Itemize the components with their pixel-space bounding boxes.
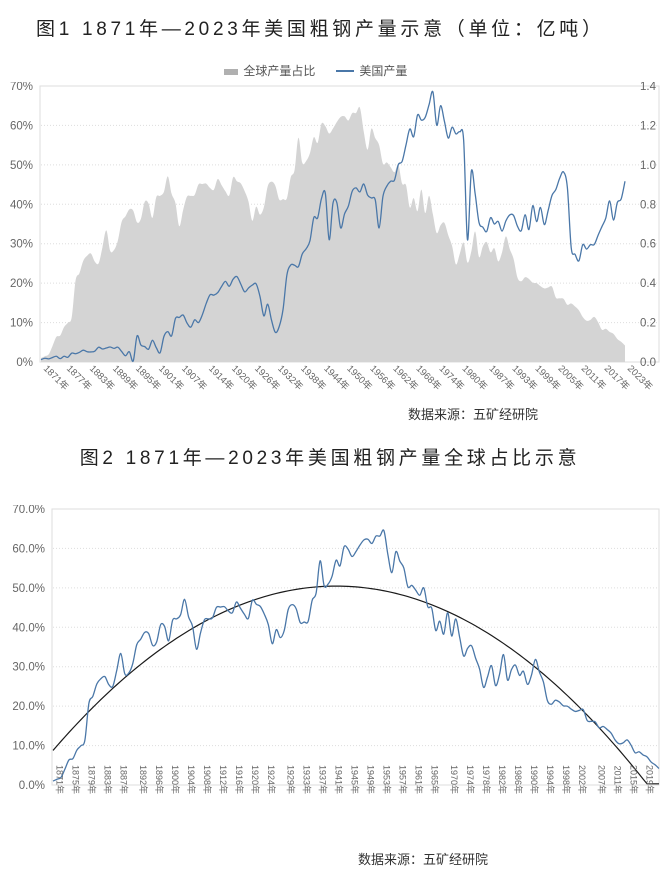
svg-text:1920年: 1920年	[250, 765, 261, 794]
svg-text:20.0%: 20.0%	[12, 701, 45, 713]
svg-text:1980年: 1980年	[460, 363, 491, 394]
svg-text:1982年: 1982年	[497, 765, 508, 794]
svg-text:1933年: 1933年	[302, 765, 313, 794]
svg-text:1892年: 1892年	[138, 765, 149, 794]
svg-text:1994年: 1994年	[545, 765, 556, 794]
svg-text:2019年: 2019年	[645, 765, 656, 794]
svg-text:1908年: 1908年	[202, 765, 213, 794]
svg-text:1974年: 1974年	[465, 765, 476, 794]
svg-text:70.0%: 70.0%	[12, 505, 45, 516]
svg-text:1998年: 1998年	[561, 765, 572, 794]
svg-text:1887年: 1887年	[118, 765, 129, 794]
svg-text:60%: 60%	[10, 120, 33, 132]
svg-text:1.4: 1.4	[640, 82, 657, 93]
svg-text:1871年: 1871年	[55, 765, 66, 794]
svg-text:1990年: 1990年	[529, 765, 540, 794]
svg-text:1953年: 1953年	[381, 765, 392, 794]
svg-text:2015年: 2015年	[629, 765, 640, 794]
svg-text:1896年: 1896年	[154, 765, 165, 794]
svg-text:0.0: 0.0	[640, 357, 656, 369]
svg-text:2011年: 2011年	[613, 766, 624, 794]
svg-text:0.4: 0.4	[640, 278, 657, 290]
svg-text:10.0%: 10.0%	[12, 741, 45, 753]
svg-text:1883年: 1883年	[102, 765, 113, 794]
svg-text:1879年: 1879年	[86, 765, 97, 794]
svg-text:1875年: 1875年	[70, 765, 81, 794]
svg-text:0%: 0%	[16, 357, 33, 369]
svg-text:1961年: 1961年	[413, 765, 424, 794]
svg-text:1941年: 1941年	[334, 765, 345, 794]
svg-text:40%: 40%	[10, 199, 33, 211]
svg-text:1912年: 1912年	[218, 765, 229, 794]
svg-text:0.8: 0.8	[640, 199, 656, 211]
svg-text:70%: 70%	[10, 82, 33, 93]
svg-text:1.2: 1.2	[640, 120, 656, 132]
svg-text:2011年: 2011年	[579, 363, 609, 393]
svg-text:1916年: 1916年	[234, 765, 245, 794]
svg-text:1970年: 1970年	[449, 765, 460, 794]
svg-text:0.2: 0.2	[640, 318, 656, 330]
svg-text:60.0%: 60.0%	[12, 543, 45, 555]
svg-text:20%: 20%	[10, 278, 33, 290]
svg-text:1900年: 1900年	[170, 765, 181, 794]
svg-text:0.0%: 0.0%	[19, 780, 45, 792]
svg-text:1949年: 1949年	[366, 765, 377, 794]
svg-text:2002年: 2002年	[577, 765, 588, 794]
svg-text:1986年: 1986年	[513, 765, 524, 794]
svg-text:1945年: 1945年	[350, 765, 361, 794]
svg-text:1904年: 1904年	[186, 765, 197, 794]
svg-text:1924年: 1924年	[266, 765, 277, 794]
svg-text:1937年: 1937年	[318, 765, 329, 794]
svg-text:40.0%: 40.0%	[12, 622, 45, 634]
svg-text:50%: 50%	[10, 160, 33, 172]
svg-text:1957年: 1957年	[397, 765, 408, 794]
svg-text:1907年: 1907年	[179, 363, 210, 394]
svg-text:30%: 30%	[10, 239, 33, 251]
svg-text:0.6: 0.6	[640, 239, 656, 251]
svg-text:30.0%: 30.0%	[12, 662, 45, 674]
svg-text:2007年: 2007年	[597, 765, 608, 794]
svg-text:10%: 10%	[10, 318, 33, 330]
svg-text:1978年: 1978年	[481, 765, 492, 794]
svg-text:1.0: 1.0	[640, 160, 656, 172]
svg-text:1965年: 1965年	[429, 765, 440, 794]
svg-text:1929年: 1929年	[286, 765, 297, 794]
svg-text:50.0%: 50.0%	[12, 583, 45, 595]
